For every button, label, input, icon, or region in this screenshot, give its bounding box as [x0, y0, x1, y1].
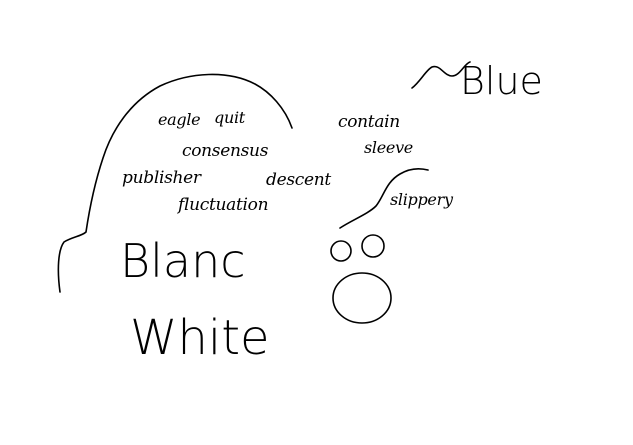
- slippery-curve-stroke: [339, 168, 429, 229]
- word-slippery: slippery: [390, 190, 453, 209]
- squiggle-stroke: [411, 61, 471, 89]
- word-descent: descent: [266, 170, 331, 190]
- word-fluctuation: fluctuation: [178, 195, 269, 215]
- word-consensus: consensus: [182, 141, 269, 161]
- word-blue: Blue: [460, 59, 543, 103]
- word-sleeve: sleeve: [364, 138, 413, 157]
- mouth-circle: [332, 272, 392, 324]
- word-quit: quit: [214, 108, 245, 127]
- left-eye-circle: [330, 240, 352, 262]
- word-blanc: Blanc: [120, 234, 246, 288]
- word-white: White: [130, 310, 270, 366]
- word-contain: contain: [338, 112, 400, 132]
- right-eye-circle: [361, 234, 385, 258]
- word-eagle: eagle: [158, 110, 201, 129]
- enclosing-arc-stroke: [57, 73, 293, 293]
- word-publisher: publisher: [122, 168, 201, 188]
